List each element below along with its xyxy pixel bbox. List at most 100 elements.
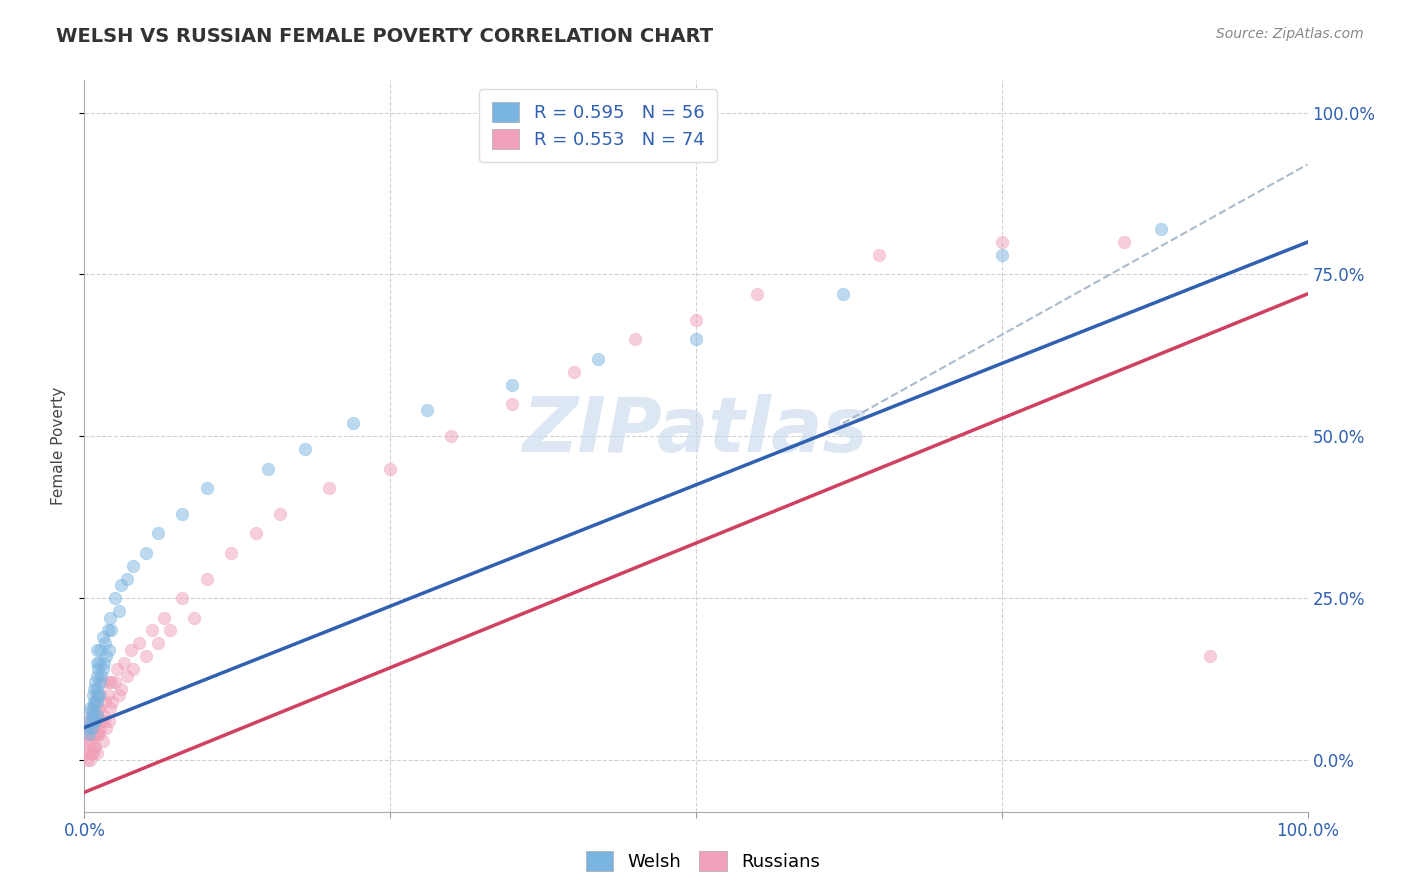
Point xyxy=(89,643,111,657)
Point xyxy=(110,681,132,696)
Point xyxy=(172,591,194,606)
Point xyxy=(318,481,340,495)
Point xyxy=(84,695,107,709)
Point xyxy=(87,701,110,715)
Point xyxy=(90,714,112,728)
Point xyxy=(97,675,120,690)
Legend: Welsh, Russians: Welsh, Russians xyxy=(579,844,827,879)
Point xyxy=(685,312,707,326)
Point xyxy=(183,610,205,624)
Point xyxy=(869,248,891,262)
Point xyxy=(77,733,100,747)
Point xyxy=(87,656,110,670)
Point xyxy=(146,636,169,650)
Y-axis label: Female Poverty: Female Poverty xyxy=(51,387,66,505)
Legend: R = 0.595   N = 56, R = 0.553   N = 74: R = 0.595 N = 56, R = 0.553 N = 74 xyxy=(479,89,717,161)
Point xyxy=(87,727,110,741)
Point xyxy=(82,701,104,715)
Point xyxy=(107,604,129,618)
Point xyxy=(120,643,142,657)
Point xyxy=(562,365,585,379)
Point xyxy=(98,701,121,715)
Point xyxy=(79,714,101,728)
Point xyxy=(80,727,103,741)
Point xyxy=(86,727,108,741)
Point xyxy=(112,656,135,670)
Point xyxy=(135,546,157,560)
Point xyxy=(77,714,100,728)
Point xyxy=(685,332,707,346)
Point xyxy=(82,714,104,728)
Point xyxy=(79,714,101,728)
Point xyxy=(153,610,176,624)
Point xyxy=(172,507,194,521)
Point xyxy=(87,688,110,702)
Point xyxy=(89,675,111,690)
Point xyxy=(84,675,107,690)
Point xyxy=(83,681,105,696)
Point xyxy=(91,733,114,747)
Point xyxy=(245,526,267,541)
Point xyxy=(91,675,114,690)
Point xyxy=(502,377,524,392)
Point xyxy=(77,747,100,761)
Point xyxy=(440,429,463,443)
Point xyxy=(747,286,769,301)
Point xyxy=(77,727,100,741)
Point xyxy=(115,669,138,683)
Point xyxy=(80,707,103,722)
Point xyxy=(93,714,115,728)
Point xyxy=(86,707,108,722)
Point xyxy=(80,747,103,761)
Point xyxy=(79,701,101,715)
Point xyxy=(77,747,100,761)
Point xyxy=(93,656,115,670)
Point xyxy=(76,753,98,767)
Point xyxy=(82,688,104,702)
Point xyxy=(84,739,107,754)
Point xyxy=(86,643,108,657)
Point xyxy=(991,235,1014,249)
Point xyxy=(100,624,122,638)
Point xyxy=(83,707,105,722)
Point xyxy=(342,417,364,431)
Point xyxy=(77,721,100,735)
Point xyxy=(79,733,101,747)
Text: ZIPatlas: ZIPatlas xyxy=(523,394,869,468)
Point xyxy=(83,721,105,735)
Point xyxy=(80,707,103,722)
Point xyxy=(94,695,117,709)
Point xyxy=(94,636,117,650)
Point xyxy=(82,707,104,722)
Point xyxy=(1114,235,1136,249)
Point xyxy=(105,662,128,676)
Point xyxy=(122,558,145,573)
Point xyxy=(115,572,138,586)
Point xyxy=(1198,649,1220,664)
Point xyxy=(82,747,104,761)
Point xyxy=(91,630,114,644)
Point xyxy=(84,707,107,722)
Point xyxy=(97,714,120,728)
Point xyxy=(219,546,242,560)
Point xyxy=(86,707,108,722)
Text: WELSH VS RUSSIAN FEMALE POVERTY CORRELATION CHART: WELSH VS RUSSIAN FEMALE POVERTY CORRELAT… xyxy=(56,27,713,45)
Point xyxy=(97,624,120,638)
Point xyxy=(77,727,100,741)
Point xyxy=(97,688,120,702)
Point xyxy=(294,442,316,457)
Point xyxy=(86,681,108,696)
Point xyxy=(91,662,114,676)
Point xyxy=(146,526,169,541)
Point xyxy=(83,695,105,709)
Point xyxy=(97,643,120,657)
Point xyxy=(257,461,280,475)
Point xyxy=(104,675,127,690)
Point xyxy=(87,688,110,702)
Point xyxy=(128,636,150,650)
Point xyxy=(195,572,218,586)
Point xyxy=(195,481,218,495)
Point xyxy=(86,695,108,709)
Point xyxy=(79,753,101,767)
Point xyxy=(502,397,524,411)
